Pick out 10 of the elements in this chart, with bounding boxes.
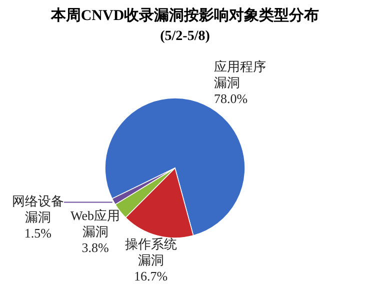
slice-label: 网络设备漏洞 <box>12 194 64 225</box>
data-label: 1.5% <box>24 226 52 241</box>
data-label: 3.8% <box>82 240 109 255</box>
slice-label: 应用程序漏洞 <box>214 58 266 90</box>
chart-title: 本周CNVD收录漏洞按影响对象类型分布 <box>50 7 320 24</box>
data-label: 78.0% <box>214 90 248 106</box>
slice-label: Web应用漏洞 <box>70 208 120 239</box>
chart-subtitle: (5/2-5/8) <box>160 29 210 44</box>
data-label: 16.7% <box>134 268 168 284</box>
slice-label: 操作系统漏洞 <box>124 236 177 268</box>
